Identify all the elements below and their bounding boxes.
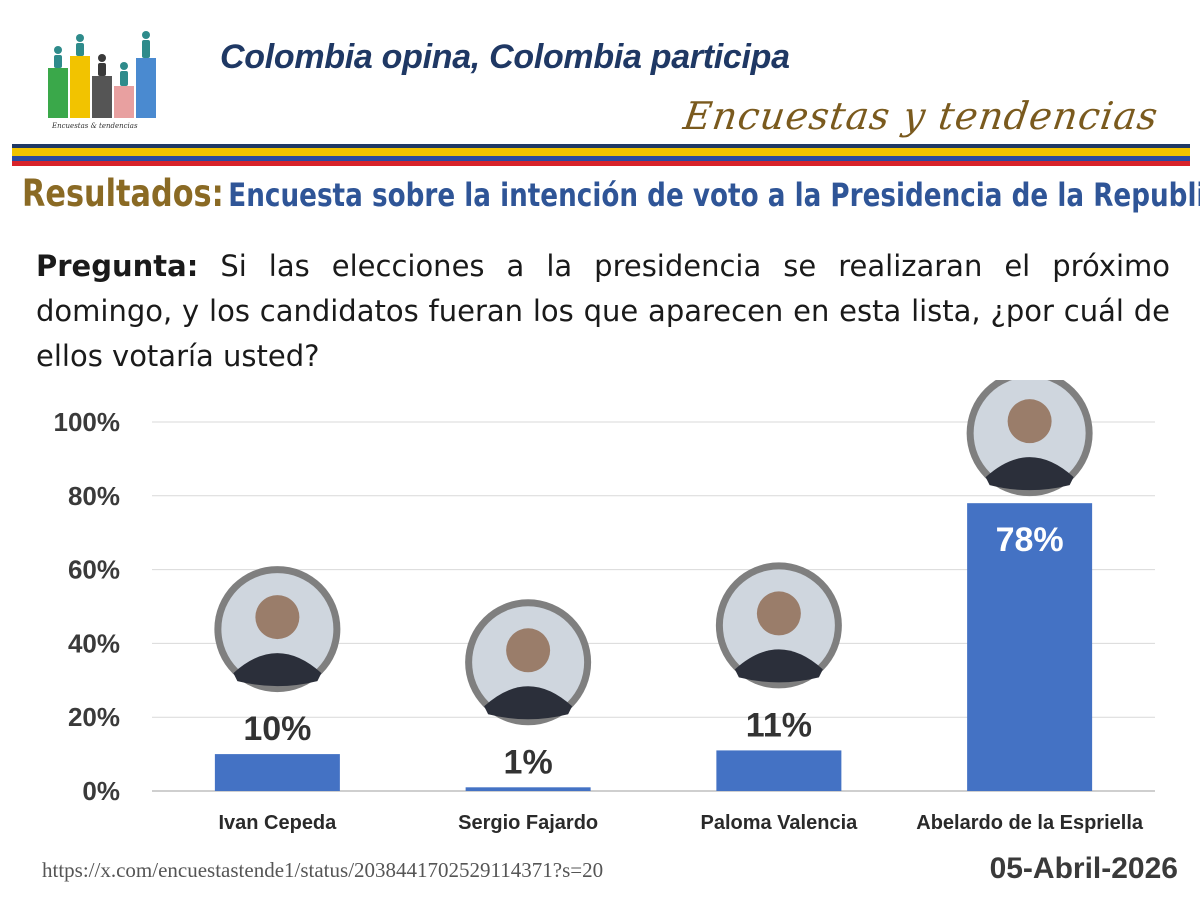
- photo-shoulders: [734, 649, 823, 683]
- question-text: Si las elecciones a la presidencia se re…: [36, 249, 1171, 373]
- photo-face: [255, 595, 300, 640]
- vote-intention-bar-chart: 0% 20% 40% 60% 80% 100% Ivan Cepeda 10% Sergio …: [54, 380, 1155, 834]
- category-label: Paloma Valencia: [700, 812, 858, 834]
- svg-text:Encuestas & tendencias: Encuestas & tendencias: [51, 122, 138, 130]
- y-tick-label: 0%: [82, 776, 120, 806]
- y-tick-label: 60%: [68, 555, 120, 585]
- bar: [214, 754, 340, 791]
- photo-face: [756, 591, 801, 636]
- source-url: https://x.com/encuestastende1/status/203…: [42, 858, 604, 882]
- value-label: 11%: [746, 706, 812, 744]
- y-tick-label: 100%: [54, 407, 121, 437]
- y-tick-label: 40%: [68, 628, 120, 658]
- category-label: Sergio Fajardo: [458, 812, 598, 834]
- value-label: 1%: [504, 743, 553, 781]
- photo-face: [1007, 399, 1052, 444]
- survey-title: Encuesta sobre la intención de voto a la…: [228, 176, 1200, 214]
- slogan-heading: Colombia opina, Colombia participa: [220, 38, 790, 76]
- results-title: Resultados: Encuesta sobre la intención …: [22, 172, 1200, 215]
- candidate-photo: [214, 566, 341, 693]
- category-label: Ivan Cepeda: [218, 812, 337, 834]
- candidate-photo: [465, 599, 592, 726]
- brand-script-title: Encuestas y tendencias: [680, 94, 1162, 138]
- results-prefix: Resultados:: [22, 172, 224, 215]
- encuestas-tendencias-logo: Encuestas & tendencias: [48, 31, 156, 130]
- question-label: Pregunta:: [36, 249, 199, 283]
- bar: [967, 503, 1093, 791]
- candidate-photo: [966, 380, 1093, 497]
- colombia-flag-stripe: [12, 144, 1190, 166]
- y-tick-label: 20%: [68, 702, 120, 732]
- bar: [716, 750, 842, 791]
- photo-shoulders: [484, 686, 573, 720]
- y-tick-label: 80%: [68, 481, 120, 511]
- candidate-photo: [715, 562, 842, 689]
- value-label: 78%: [996, 521, 1064, 559]
- photo-face: [506, 628, 551, 673]
- photo-shoulders: [985, 457, 1074, 491]
- value-label: 10%: [243, 710, 311, 748]
- photo-shoulders: [233, 653, 322, 687]
- bar: [465, 787, 591, 791]
- survey-question: Pregunta: Si las elecciones a la preside…: [36, 244, 1170, 379]
- category-label: Abelardo de la Espriella: [916, 812, 1144, 834]
- publication-date: 05-Abril-2026: [989, 852, 1178, 885]
